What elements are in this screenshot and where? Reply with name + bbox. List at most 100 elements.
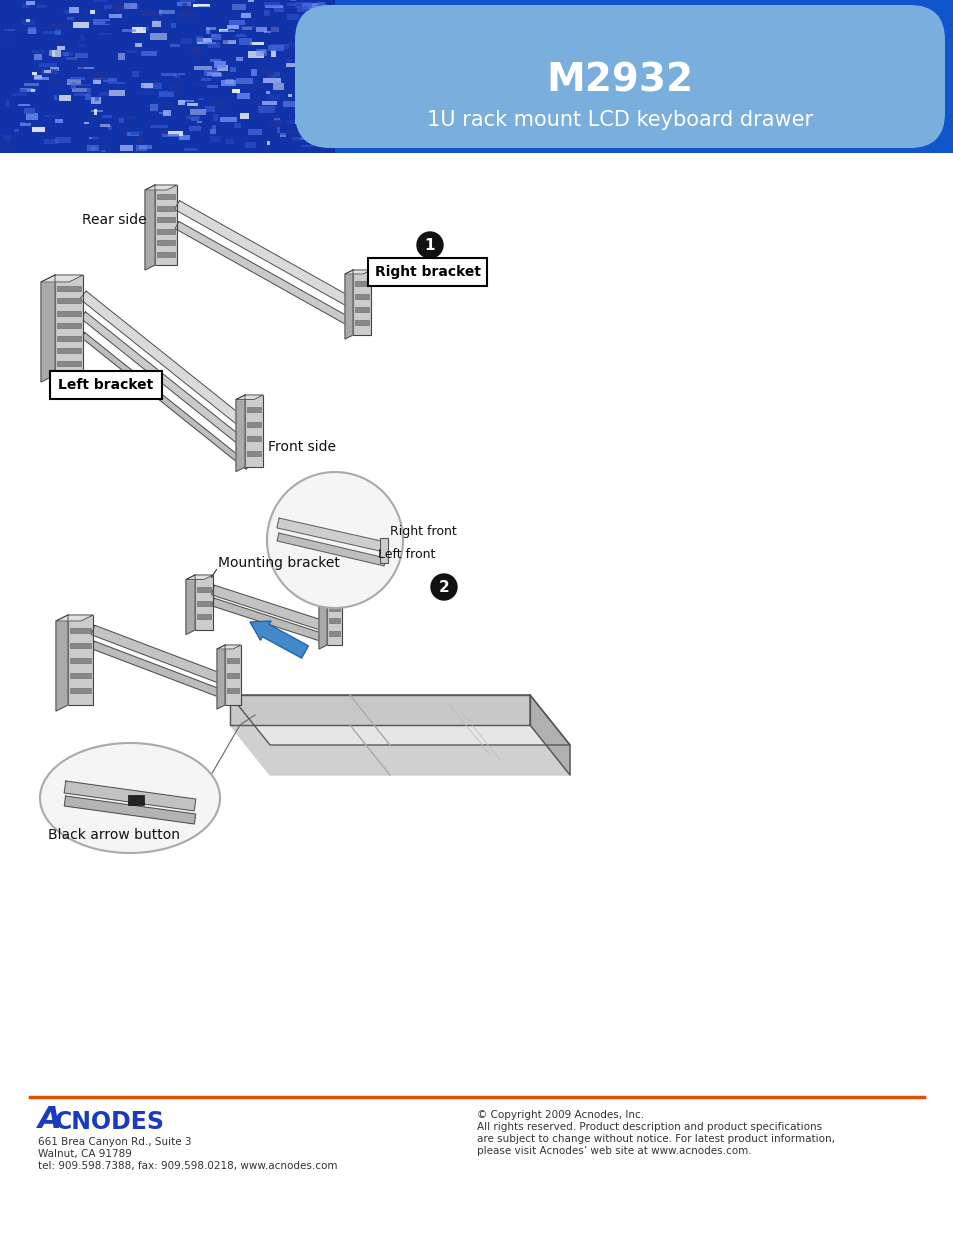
Bar [14, 128, 19, 132]
Bar [290, 0, 295, 1]
Bar [72, 22, 89, 27]
Text: Right bracket: Right bracket [375, 266, 480, 279]
Polygon shape [145, 185, 154, 270]
Bar [206, 27, 216, 30]
Bar [353, 270, 371, 335]
Bar [211, 33, 220, 40]
Bar [271, 27, 278, 32]
Bar [193, 51, 201, 54]
Bar [302, 2, 318, 10]
Bar [159, 10, 174, 14]
Bar [138, 138, 143, 143]
Bar [84, 122, 89, 125]
Bar [80, 35, 84, 37]
Text: Left front: Left front [377, 548, 435, 562]
Bar [89, 144, 101, 147]
Bar [98, 33, 111, 36]
Bar [250, 42, 264, 46]
Bar [320, 91, 326, 95]
Bar [70, 78, 85, 80]
Bar [143, 27, 149, 30]
Bar [321, 67, 333, 72]
Bar [92, 73, 110, 77]
Bar [100, 124, 110, 127]
Bar [161, 135, 178, 137]
Bar [220, 30, 234, 32]
Ellipse shape [40, 743, 220, 853]
Polygon shape [64, 781, 195, 811]
Bar [69, 7, 78, 12]
Bar [24, 83, 39, 86]
Bar [56, 27, 61, 35]
Bar [91, 147, 94, 151]
Bar [263, 78, 280, 83]
Bar [233, 124, 241, 128]
Bar [271, 51, 275, 57]
Bar [214, 62, 225, 68]
Polygon shape [230, 695, 530, 725]
Bar [212, 125, 216, 130]
Bar [264, 31, 271, 33]
Bar [213, 41, 228, 47]
Bar [328, 7, 338, 10]
Polygon shape [80, 291, 251, 431]
Bar [70, 688, 91, 693]
Bar [141, 11, 156, 16]
Bar [110, 14, 122, 17]
Bar [144, 10, 150, 14]
Bar [136, 44, 142, 46]
Bar [41, 69, 58, 74]
Bar [20, 122, 30, 126]
Polygon shape [345, 270, 371, 274]
Bar [247, 84, 258, 89]
Bar [67, 79, 80, 85]
FancyBboxPatch shape [368, 258, 486, 287]
Text: 2: 2 [438, 579, 449, 594]
Bar [22, 2, 31, 7]
Bar [220, 117, 236, 122]
Bar [196, 614, 211, 619]
Bar [300, 144, 314, 147]
Bar [302, 86, 310, 90]
Bar [19, 89, 27, 95]
Bar [57, 336, 81, 341]
Bar [207, 72, 221, 77]
Bar [63, 52, 69, 56]
Bar [271, 44, 289, 48]
Bar [55, 137, 71, 143]
Bar [309, 100, 325, 104]
Bar [67, 16, 73, 20]
Bar [157, 194, 174, 199]
Bar [288, 94, 292, 96]
Bar [202, 42, 215, 44]
Bar [44, 138, 58, 144]
Bar [193, 65, 212, 69]
Bar [232, 89, 239, 93]
Bar [264, 10, 270, 16]
Bar [208, 42, 219, 48]
Bar [236, 93, 250, 99]
Bar [197, 98, 204, 100]
Bar [50, 25, 66, 27]
Bar [290, 131, 298, 135]
Polygon shape [212, 585, 332, 632]
Bar [181, 38, 193, 43]
Bar [132, 72, 139, 77]
Polygon shape [81, 332, 250, 469]
Bar [292, 137, 308, 140]
Bar [248, 128, 261, 136]
Bar [178, 12, 194, 17]
Bar [108, 82, 125, 84]
Bar [229, 20, 245, 25]
Bar [240, 26, 255, 28]
Bar [287, 14, 298, 20]
Bar [222, 42, 235, 44]
Bar [329, 605, 339, 610]
Bar [274, 6, 284, 12]
Text: All rights reserved. Product description and product specifications: All rights reserved. Product description… [476, 1123, 821, 1132]
Bar [158, 91, 174, 96]
Bar [157, 252, 174, 257]
Bar [239, 38, 252, 44]
Bar [128, 795, 144, 805]
Text: M2932: M2932 [546, 61, 693, 99]
